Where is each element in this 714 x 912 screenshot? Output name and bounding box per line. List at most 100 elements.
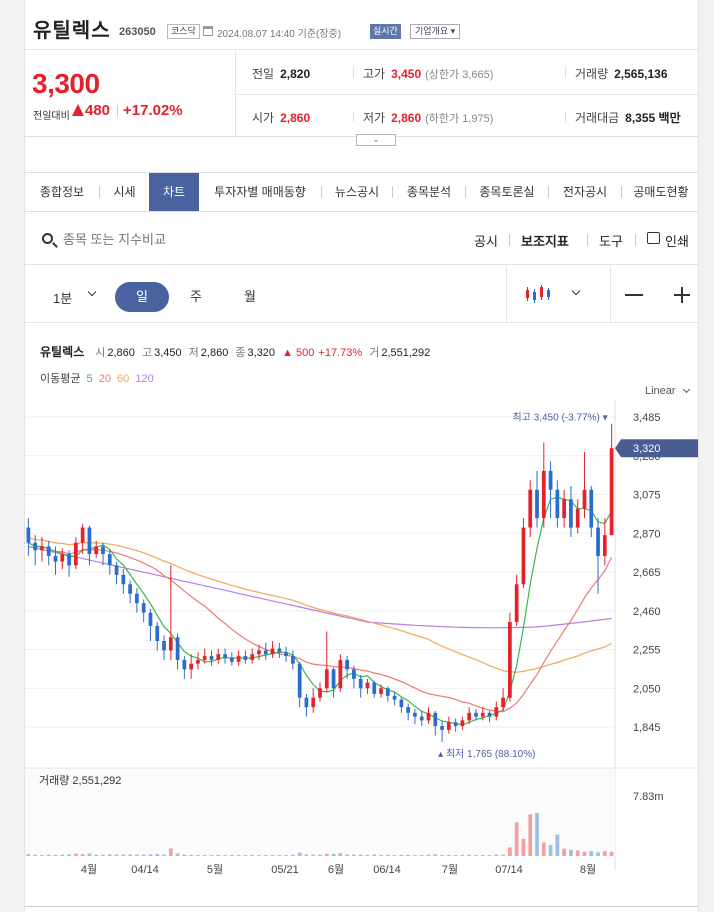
tab-news[interactable]: 뉴스공시 — [334, 185, 380, 199]
volume-bar — [569, 849, 573, 856]
candle-body — [87, 527, 92, 555]
x-tick-label: 4월 — [81, 863, 97, 876]
indicator-tool-button[interactable]: 보조지표 — [521, 234, 569, 249]
stat-open: 시가 2,860 — [252, 109, 310, 126]
volume-bar — [379, 854, 383, 856]
candle-body — [304, 697, 309, 708]
volume-bar — [101, 854, 105, 856]
tab-chart[interactable]: 차트 — [149, 173, 199, 211]
y-tick-label: 2,870 — [633, 528, 661, 540]
minute-select[interactable]: 1분 — [53, 291, 73, 306]
candle-body — [182, 659, 187, 670]
tab-disclosure[interactable]: 전자공시 — [562, 185, 608, 199]
scale-select[interactable]: Linear — [645, 385, 676, 397]
candle-body — [331, 669, 336, 689]
candle-body — [229, 658, 234, 662]
volume-bar — [460, 854, 465, 856]
compare-search-input[interactable] — [63, 229, 243, 249]
chart-legend: 유틸렉스 시 2,860 고 3,450 저 2,860 종 3,320 ▲ 500 +1… — [40, 343, 434, 360]
chevron-down-icon[interactable] — [87, 287, 97, 297]
stat-value: 2,860 — [280, 111, 311, 125]
volume-bar — [202, 855, 207, 856]
price-chart[interactable]: 3,4853,2803,0752,8702,6652,4602,2552,050… — [25, 400, 699, 890]
volume-bar — [128, 854, 132, 856]
volume-bar — [535, 813, 539, 856]
y-tick-label: 1,845 — [633, 722, 661, 734]
volume-bar — [480, 855, 485, 856]
price-summary: 3,300 전일대비 480 +17.02% 전일 2,820 고가 3,450 (상… — [25, 51, 698, 137]
divider — [235, 94, 698, 95]
volume-bar — [324, 853, 329, 856]
chart-toolbar: 공시 보조지표 도구 인쇄 — [25, 213, 698, 265]
stat-value: 2,820 — [280, 67, 311, 81]
candle-body — [209, 656, 214, 660]
moving-average-legend[interactable]: 이동평균 5 20 60 120 — [40, 370, 154, 386]
volume-bar — [385, 854, 390, 856]
disclosure-tool-button[interactable]: 공시 — [474, 234, 498, 249]
candle-body — [528, 489, 533, 528]
candle-body — [162, 640, 166, 651]
stat-sub: (하한가 1,975) — [425, 113, 494, 125]
current-price: 3,300 — [32, 68, 100, 99]
candlestick-icon[interactable] — [525, 284, 553, 306]
x-tick-label: 05/21 — [271, 864, 299, 876]
search-icon[interactable] — [42, 233, 53, 244]
company-overview-button[interactable]: 기업개요 ▾ — [410, 24, 461, 39]
volume-bar — [487, 855, 492, 856]
tab-investor-trading[interactable]: 투자자별 매매동향 — [214, 185, 306, 199]
stat-amount: 거래대금 8,355 백만 — [565, 109, 681, 126]
candle-body — [223, 654, 227, 659]
stat-low: 저가 2,860 (하한가 1,975) — [353, 109, 494, 126]
x-tick-label: 6월 — [328, 863, 344, 876]
stat-label: 고가 — [363, 67, 386, 81]
volume-bar — [589, 851, 594, 856]
tab-overview[interactable]: 종합정보 — [39, 185, 85, 199]
chevron-down-icon[interactable] — [682, 385, 691, 394]
volume-bar — [318, 854, 322, 856]
volume-bar — [413, 855, 417, 856]
candle-body — [250, 654, 255, 660]
tab-short-selling[interactable]: 공매도현황 — [633, 185, 689, 199]
chevron-down-icon[interactable] — [571, 286, 581, 296]
candle-body — [562, 499, 567, 519]
y-tick-label: 2,460 — [633, 606, 661, 618]
tab-discussion[interactable]: 종목토론실 — [479, 185, 535, 199]
candle-body — [26, 527, 31, 543]
period-day[interactable]: 일 — [115, 282, 169, 312]
volume-bar — [467, 854, 472, 856]
candle-body — [141, 603, 146, 613]
draw-tool-button[interactable]: 도구 — [599, 234, 623, 249]
volume-bar — [229, 855, 234, 856]
ma-label: 이동평균 — [40, 373, 81, 385]
volume-bar — [155, 854, 160, 856]
stat-prev-close: 전일 2,820 — [252, 65, 310, 82]
candle-body — [433, 712, 438, 727]
candle-body — [419, 716, 424, 721]
volume-bar — [257, 855, 261, 856]
candle-body — [284, 652, 288, 657]
volume-bar — [596, 852, 600, 856]
ma-60: 60 — [117, 373, 130, 385]
tab-quotes[interactable]: 시세 — [113, 185, 136, 199]
title-bar: 유틸렉스 263050 코스닥 2024.08.07 14:40 기준(장중) … — [25, 0, 698, 50]
candle-body — [94, 546, 99, 555]
print-icon[interactable] — [647, 232, 660, 244]
ma-120: 120 — [135, 373, 154, 385]
candle-body — [175, 637, 180, 660]
volume-tick-label: 7.83m — [633, 791, 664, 803]
candle-body — [365, 682, 370, 689]
volume-bar — [80, 854, 85, 856]
zoom-out-button[interactable] — [625, 294, 643, 296]
stock-code: 263050 — [119, 26, 156, 38]
candle-body — [426, 712, 431, 721]
candle-body — [236, 656, 241, 662]
legend-change: ▲ 500 — [282, 347, 315, 359]
period-week[interactable]: 주 — [190, 289, 202, 304]
print-button[interactable]: 인쇄 — [665, 234, 689, 249]
stat-label: 거래량 — [575, 67, 609, 81]
tab-analysis[interactable]: 종목분석 — [406, 185, 452, 199]
stock-card: 유틸렉스 263050 코스닥 2024.08.07 14:40 기준(장중) … — [24, 0, 699, 912]
period-month[interactable]: 월 — [244, 289, 256, 304]
expand-button[interactable]: ⌄ — [356, 134, 396, 146]
zoom-in-button[interactable] — [681, 287, 683, 303]
